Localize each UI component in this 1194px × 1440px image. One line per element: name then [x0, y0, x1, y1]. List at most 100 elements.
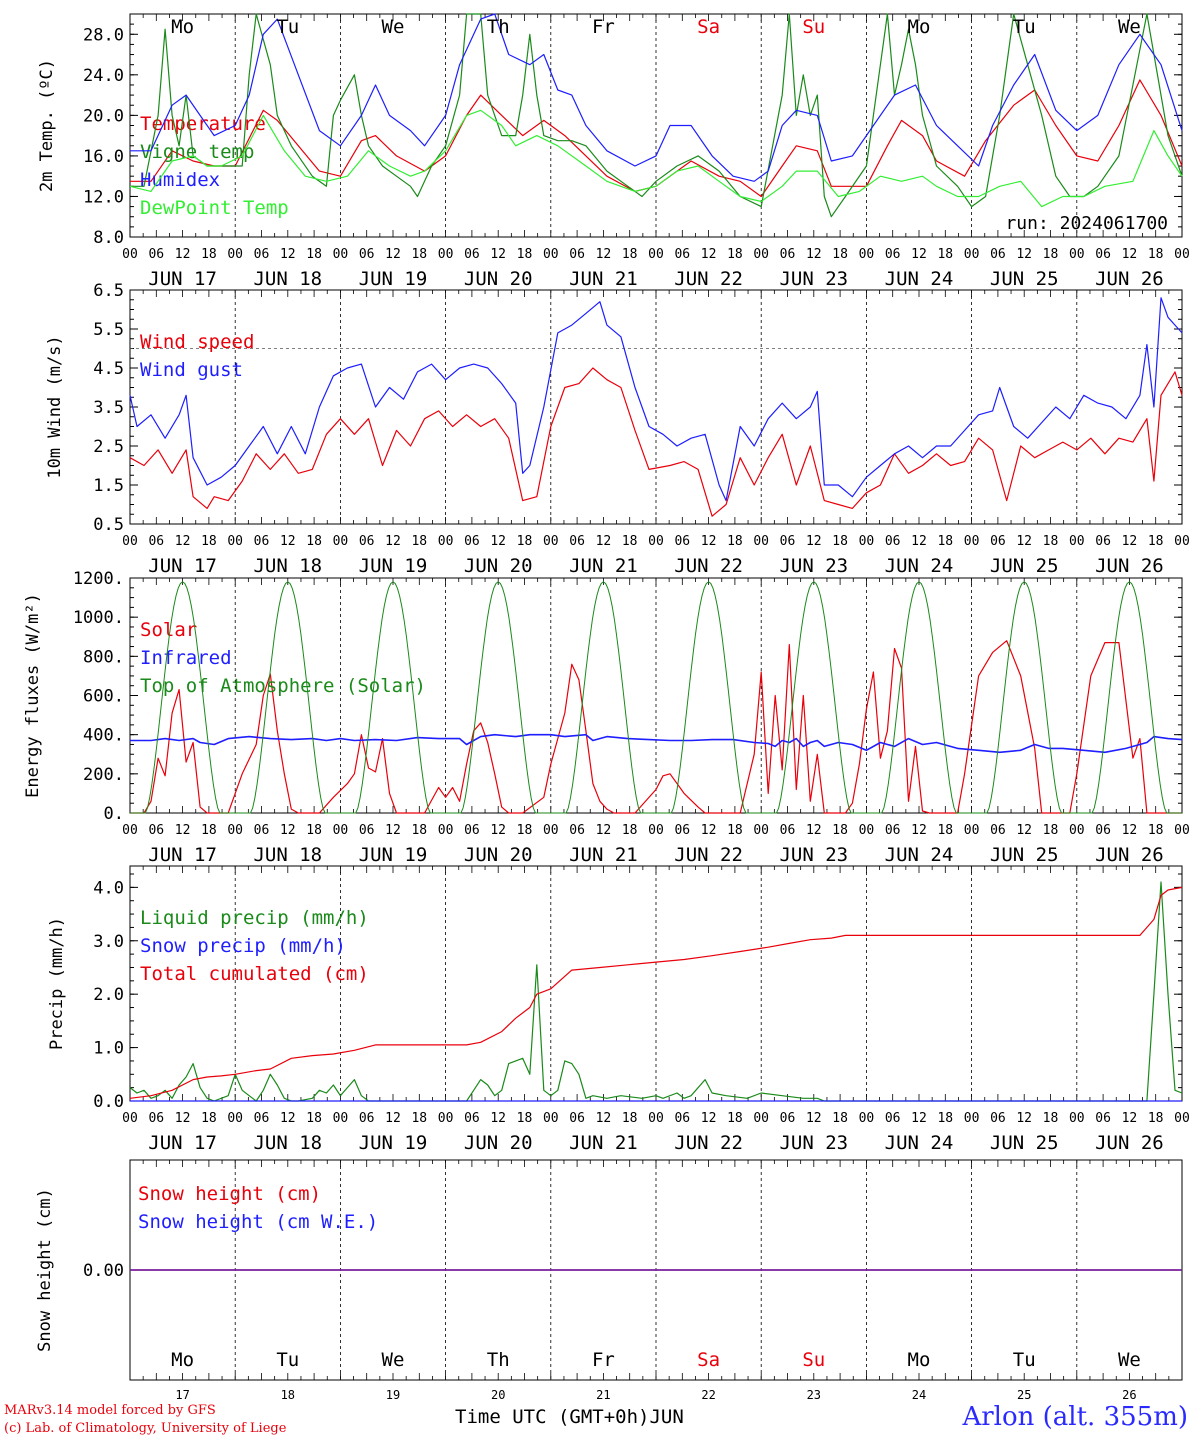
hour-label: 18	[1043, 823, 1059, 838]
legend-entry: Liquid precip (mm/h)	[140, 907, 369, 929]
legend-entry: Snow precip (mm/h)	[140, 935, 346, 957]
hour-label: 18	[727, 823, 743, 838]
hour-label: 00	[438, 823, 454, 838]
hour-label: 18	[937, 1111, 953, 1126]
hour-label: 18	[306, 1111, 322, 1126]
panel-wind: 0.5 1.5 2.5 3.5 4.5 5.5 6.5 10m Wind (m/s) Wind …	[45, 281, 1190, 577]
y-tick-label: 16.0	[83, 147, 124, 167]
hour-label: 00	[1069, 534, 1085, 549]
hour-label: 00	[859, 1111, 875, 1126]
hour-label: 00	[122, 1111, 138, 1126]
date-label: JUN 23	[779, 555, 848, 577]
hour-label: 18	[937, 823, 953, 838]
y-axis-label: 2m Temp. (ºC)	[37, 59, 57, 192]
y-tick-label: 4.5	[93, 359, 124, 379]
day-number-label: 21	[596, 1388, 610, 1402]
hour-label: 00	[333, 1111, 349, 1126]
hour-label: 06	[885, 247, 901, 262]
weekday-label: Mo	[908, 1349, 931, 1371]
date-label: JUN 20	[464, 1132, 533, 1154]
legend-entry: Humidex	[140, 169, 220, 191]
legend-entry: Wind gust	[140, 359, 243, 381]
hour-label: 18	[727, 247, 743, 262]
hour-label: 06	[359, 1111, 375, 1126]
date-label: JUN 21	[569, 844, 638, 866]
hour-label: 06	[674, 1111, 690, 1126]
date-label: JUN 23	[779, 1132, 848, 1154]
date-label: JUN 21	[569, 555, 638, 577]
hour-label: 00	[1174, 1111, 1190, 1126]
y-axis-label: Snow height (cm)	[35, 1188, 55, 1352]
hour-label: 06	[254, 1111, 270, 1126]
hour-label: 06	[674, 823, 690, 838]
hour-label: 12	[385, 1111, 401, 1126]
panel-temperature: 8.0 12.0 16.0 20.0 24.0 28.0 2m Temp. (ºC) Temp…	[37, 13, 1190, 290]
y-axis-label: Energy fluxes (W/m²)	[23, 593, 43, 798]
date-label: JUN 23	[779, 844, 848, 866]
hour-label: 06	[254, 823, 270, 838]
date-label: JUN 18	[253, 1132, 322, 1154]
hour-label: 00	[227, 534, 243, 549]
hour-label: 06	[885, 823, 901, 838]
date-label: JUN 26	[1095, 844, 1164, 866]
date-label: JUN 24	[885, 268, 954, 290]
hour-label: 06	[359, 247, 375, 262]
hour-label: 00	[543, 823, 559, 838]
series-line-infrared	[130, 733, 1183, 754]
day-number-label: 26	[1122, 1388, 1136, 1402]
date-label: JUN 18	[253, 268, 322, 290]
hour-label: 18	[411, 823, 427, 838]
hour-label: 00	[333, 823, 349, 838]
hour-label: 06	[780, 823, 796, 838]
weekday-label: Su	[802, 1349, 825, 1371]
weekday-label: Sa	[697, 16, 720, 38]
hour-label: 18	[517, 534, 533, 549]
hour-label: 06	[464, 247, 480, 262]
hour-label: 00	[1069, 247, 1085, 262]
hour-label: 00	[438, 247, 454, 262]
hour-label: 06	[1095, 823, 1111, 838]
y-tick-label: 600.	[83, 687, 124, 707]
hour-label: 00	[964, 247, 980, 262]
legend-entry: Solar	[140, 619, 197, 641]
hour-label: 12	[701, 823, 717, 838]
hour-label: 12	[490, 247, 506, 262]
hour-label: 18	[727, 534, 743, 549]
hour-label: 18	[622, 823, 638, 838]
x-axis-title: Time UTC (GMT+0h)JUN	[455, 1406, 684, 1428]
date-label: JUN 19	[359, 844, 428, 866]
series-line-liquid-precip-mm-h-	[129, 881, 1183, 1102]
weekday-label: Tu	[276, 16, 299, 38]
hour-label: 12	[490, 534, 506, 549]
hour-label: 06	[780, 534, 796, 549]
hour-label: 12	[806, 823, 822, 838]
hour-label: 18	[1148, 1111, 1164, 1126]
y-tick-label: 28.0	[83, 25, 124, 45]
hour-label: 12	[911, 247, 927, 262]
hour-label: 18	[306, 823, 322, 838]
hour-label: 00	[648, 534, 664, 549]
weekday-label: Mo	[171, 1349, 194, 1371]
series-line-vigne-temp	[130, 13, 1183, 218]
hour-label: 12	[280, 534, 296, 549]
y-tick-label: 0.0	[93, 1092, 124, 1112]
weekday-label: Th	[487, 16, 510, 38]
hour-label: 00	[859, 247, 875, 262]
hour-label: 00	[1069, 1111, 1085, 1126]
y-tick-label: 1200.	[73, 569, 124, 589]
legend-entry: Snow height (cm W.E.)	[138, 1211, 378, 1233]
legend-entry: Vigne temp	[140, 141, 254, 163]
hour-label: 12	[701, 534, 717, 549]
y-tick-label: 24.0	[83, 66, 124, 86]
date-label: JUN 21	[569, 268, 638, 290]
weekday-label: Sa	[697, 1349, 720, 1371]
legend-entry: Top of Atmosphere (Solar)	[140, 675, 426, 697]
hour-label: 06	[254, 247, 270, 262]
hour-label: 06	[885, 1111, 901, 1126]
hour-label: 12	[280, 823, 296, 838]
date-label: JUN 22	[674, 555, 743, 577]
hour-label: 18	[411, 1111, 427, 1126]
hour-label: 12	[911, 823, 927, 838]
series-line-wind-gust	[129, 297, 1183, 502]
date-label: JUN 19	[359, 555, 428, 577]
